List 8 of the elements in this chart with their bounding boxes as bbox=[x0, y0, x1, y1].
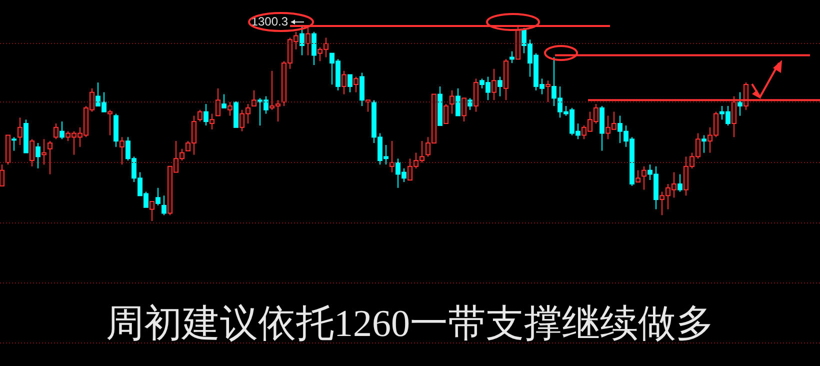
text: 周初建议依托1260一带支撑继续做多 bbox=[106, 303, 714, 345]
candlestick bbox=[18, 117, 22, 146]
candlestick bbox=[42, 138, 46, 165]
candlestick bbox=[492, 68, 496, 101]
candlestick bbox=[390, 140, 394, 173]
annotation: 1300.3 bbox=[251, 14, 288, 28]
candlestick bbox=[306, 27, 310, 56]
candlestick bbox=[738, 92, 742, 116]
